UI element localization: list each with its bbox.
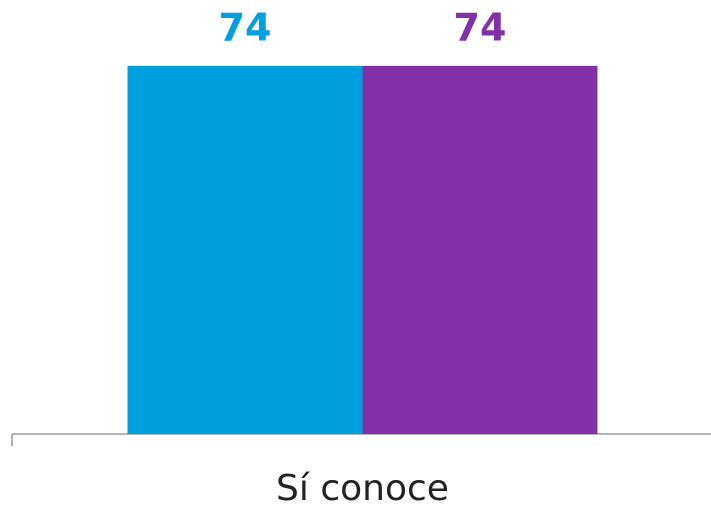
bar [127, 65, 363, 434]
value-label: 74 [219, 5, 272, 49]
x-tick-label: Sí conoce [276, 468, 449, 508]
bar [362, 65, 598, 434]
value-label: 74 [454, 5, 507, 49]
